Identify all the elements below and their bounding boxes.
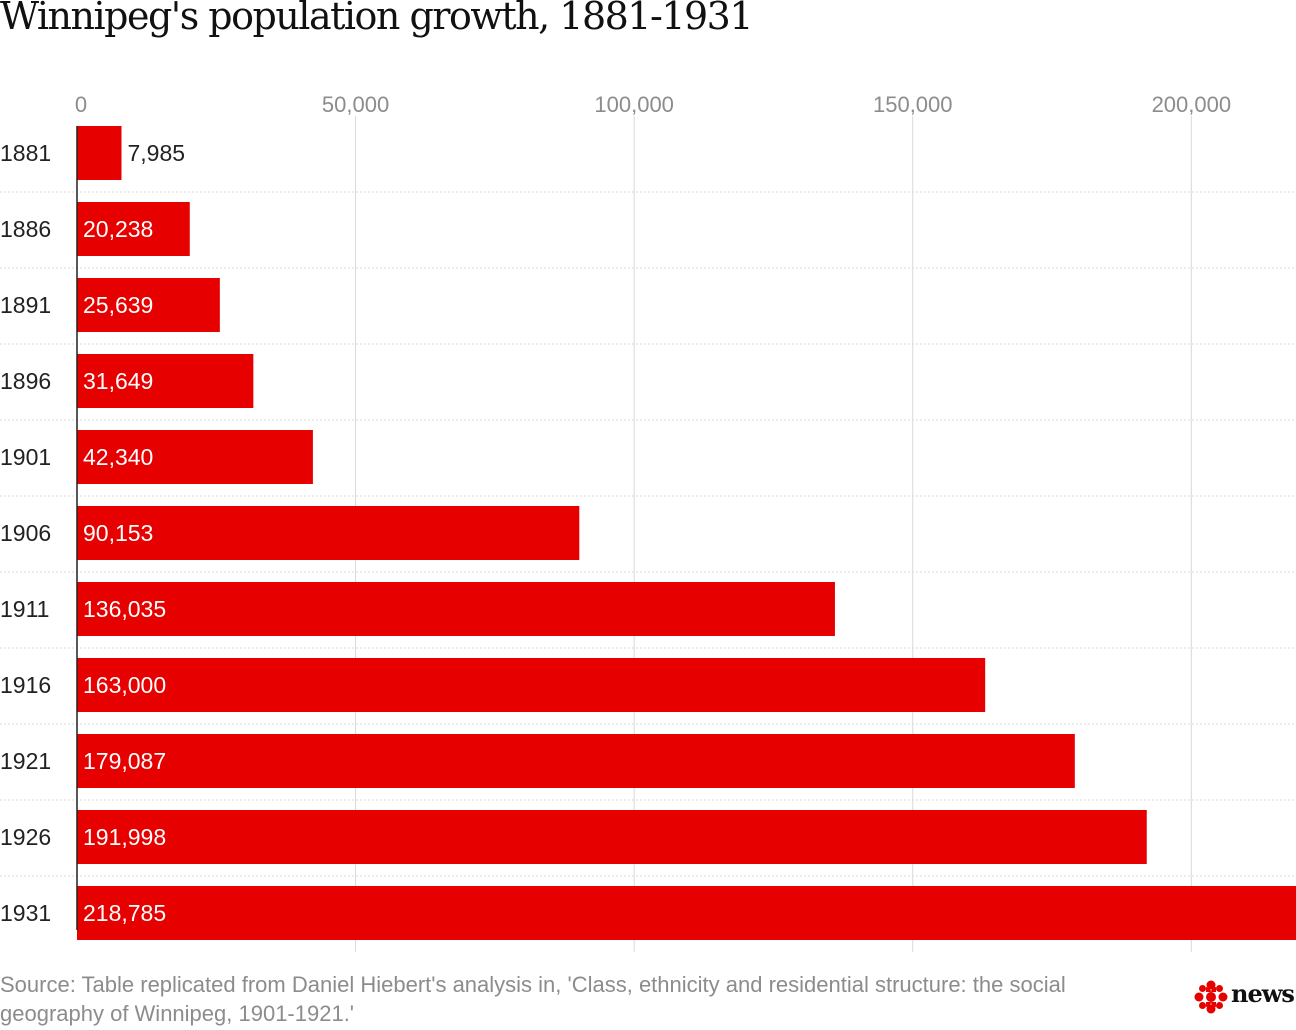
data-label: 179,087 <box>83 748 166 774</box>
data-label: 25,639 <box>83 292 153 318</box>
category-label: 1886 <box>0 216 51 242</box>
data-label: 20,238 <box>83 216 153 242</box>
x-tick-label: 0 <box>75 92 87 117</box>
category-label: 1931 <box>0 900 51 926</box>
bar-chart: 0 50,000 100,000 150,000 200,000 1881 7,985 188… <box>0 92 1296 952</box>
data-label: 31,649 <box>83 368 153 394</box>
data-label: 163,000 <box>83 672 166 698</box>
chart-title: Winnipeg's population growth, 1881-1931 <box>0 0 754 38</box>
bar <box>77 734 1075 788</box>
category-label: 1906 <box>0 520 51 546</box>
source-note: Source: Table replicated from Daniel Hie… <box>0 972 1066 1026</box>
data-label: 136,035 <box>83 596 166 622</box>
category-label: 1926 <box>0 824 51 850</box>
logo-text: news <box>1231 979 1295 1008</box>
category-label: 1891 <box>0 292 51 318</box>
category-label: 1921 <box>0 748 51 774</box>
x-tick-label: 100,000 <box>594 92 674 117</box>
x-tick-label: 50,000 <box>322 92 389 117</box>
bar <box>77 278 220 332</box>
data-label: 42,340 <box>83 444 153 470</box>
x-tick-label: 150,000 <box>873 92 953 117</box>
bar <box>77 430 313 484</box>
category-label: 1881 <box>0 140 51 166</box>
gem-logo-icon <box>1194 980 1228 1014</box>
bar <box>77 506 580 560</box>
data-label: 90,153 <box>83 520 153 546</box>
bar <box>77 810 1147 864</box>
cbc-news-logo: news <box>1193 979 1296 1014</box>
bar <box>77 582 835 636</box>
bar <box>77 886 1296 940</box>
x-tick-label: 200,000 <box>1152 92 1232 117</box>
data-label: 191,998 <box>83 824 166 850</box>
data-label: 7,985 <box>127 140 185 166</box>
bar <box>77 126 122 180</box>
category-label: 1911 <box>0 596 49 622</box>
bar <box>77 202 190 256</box>
data-label: 218,785 <box>83 900 166 926</box>
category-label: 1916 <box>0 672 51 698</box>
category-label: 1896 <box>0 368 51 394</box>
bar <box>77 354 254 408</box>
category-label: 1901 <box>0 444 51 470</box>
bar <box>77 658 986 712</box>
